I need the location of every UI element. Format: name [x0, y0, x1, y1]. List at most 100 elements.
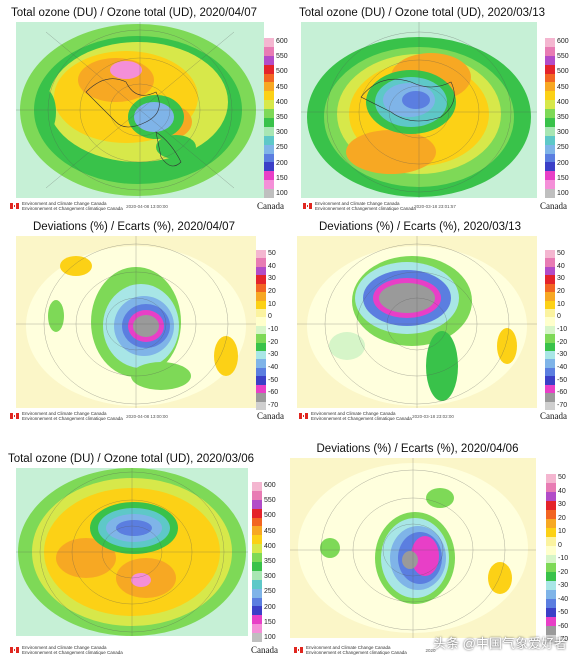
agency-en: Environment and Climate Change Canada	[311, 411, 396, 416]
scale-swatch	[545, 376, 555, 386]
scale-swatch	[256, 393, 266, 403]
scale-label: 30	[558, 501, 566, 508]
scale-label: -50	[557, 376, 568, 384]
scale-label: 100	[264, 634, 276, 641]
scale-swatch	[545, 135, 555, 146]
scale-label: -30	[268, 351, 279, 359]
scale-swatch	[545, 266, 555, 276]
scale-swatch	[546, 536, 556, 547]
scale-swatch	[545, 91, 555, 101]
panel-footer: Environment and Climate Change Canada Env…	[10, 645, 278, 656]
scale-label: -70	[557, 402, 568, 409]
scale-label: 40	[557, 262, 565, 270]
scale-swatch	[545, 317, 555, 327]
panel-title: Deviations (%) / Ecarts (%), 2020/03/13	[319, 221, 521, 233]
scale-swatch	[252, 597, 262, 607]
scale-swatch	[545, 275, 555, 285]
scale-swatch	[545, 100, 555, 110]
scale-swatch	[264, 189, 274, 199]
scale-swatch	[256, 292, 266, 301]
scale-label: -50	[268, 376, 279, 384]
scale-label: 30	[268, 275, 276, 283]
canada-flag-icon	[294, 647, 303, 653]
scale-swatch	[545, 64, 555, 75]
scale-label: 600	[276, 38, 288, 45]
scale-label: -70	[268, 402, 279, 409]
scale-label: 150	[557, 174, 569, 182]
ozone-color-scale: 600 550 500 450 400 350 300 250 200 150 100	[252, 482, 276, 643]
scale-label: -60	[558, 622, 569, 630]
scale-label: 600	[557, 38, 569, 45]
scale-label: -20	[268, 338, 279, 346]
scale-swatch	[545, 401, 555, 411]
scale-swatch	[252, 508, 262, 519]
scale-swatch	[252, 570, 262, 581]
scale-swatch	[546, 474, 556, 484]
scale-label: 450	[264, 527, 276, 535]
scale-label: 400	[264, 542, 276, 550]
scale-swatch	[545, 55, 555, 66]
canada-wordmark: Canada	[251, 645, 278, 655]
canada-wordmark: Canada	[540, 411, 567, 421]
agency-fr: Environnement et Changement climatique C…	[311, 415, 412, 421]
scale-swatch	[264, 118, 274, 128]
scale-label: 250	[557, 144, 569, 152]
agency-fr: Environnement et Changement climatique C…	[22, 205, 123, 211]
scale-label: 200	[264, 603, 276, 611]
scale-label: 450	[276, 83, 288, 91]
agency-fr: Environnement et Changement climatique C…	[315, 205, 416, 211]
scale-swatch	[256, 376, 266, 386]
scale-label: 20	[557, 288, 565, 295]
scale-label: -60	[268, 389, 279, 397]
scale-label: -70	[558, 636, 569, 643]
scale-label: -10	[558, 555, 569, 562]
deviation-color-scale: 50 40 30 20 10 0 -10 -20 -30 -40 -50 -60 -70	[256, 250, 278, 411]
panel-footer: Environment and Climate Change Canada Env…	[303, 201, 567, 212]
scale-swatch	[546, 563, 556, 573]
scale-swatch	[546, 599, 556, 609]
scale-swatch	[545, 118, 555, 128]
scale-label: 550	[276, 53, 288, 61]
scale-label: 20	[268, 288, 276, 295]
scale-swatch	[264, 100, 274, 110]
scale-swatch	[256, 258, 266, 268]
scale-label: 300	[276, 129, 288, 137]
scale-label: 40	[558, 487, 566, 495]
scale-label: 40	[268, 262, 276, 270]
scale-swatch	[256, 308, 266, 318]
panel-title: Deviations (%) / Ecarts (%), 2020/04/07	[33, 221, 235, 233]
scale-label: 500	[264, 512, 276, 520]
scale-swatch	[252, 606, 262, 616]
scale-swatch	[256, 275, 266, 285]
scale-label: 550	[264, 497, 276, 505]
scale-label: -20	[557, 338, 568, 346]
scale-swatch	[256, 342, 266, 352]
agency-en: Environment and Climate Change Canada	[306, 645, 391, 650]
scale-swatch	[545, 38, 555, 48]
scale-swatch	[546, 626, 556, 636]
scale-label: -20	[558, 568, 569, 576]
scale-label: -40	[557, 364, 568, 371]
generation-timestamp: 2020	[425, 648, 436, 653]
scale-swatch	[256, 359, 266, 369]
scale-swatch	[264, 64, 274, 75]
scale-swatch	[545, 393, 555, 403]
panel-deviation-2020-03-13: Deviations (%) / Ecarts (%), 2020/03/13 …	[293, 218, 573, 424]
scale-swatch	[264, 73, 274, 83]
scale-swatch	[546, 518, 556, 529]
scale-swatch	[545, 308, 555, 318]
scale-swatch	[252, 588, 262, 599]
scale-label: 550	[557, 53, 569, 61]
panel-deviation-2020-04-07: Deviations (%) / Ecarts (%), 2020/04/07 …	[4, 218, 290, 424]
scale-swatch	[545, 250, 555, 259]
scale-swatch	[545, 351, 555, 360]
scale-swatch	[252, 490, 262, 501]
scale-label: 200	[557, 159, 569, 167]
agency-fr: Environnement et Changement climatique C…	[22, 649, 123, 655]
scale-swatch	[264, 171, 274, 181]
scale-swatch	[252, 562, 262, 572]
scale-label: -30	[557, 351, 568, 359]
deviation-map	[290, 458, 536, 638]
scale-label: 200	[276, 159, 288, 167]
scale-label: 10	[268, 300, 276, 308]
